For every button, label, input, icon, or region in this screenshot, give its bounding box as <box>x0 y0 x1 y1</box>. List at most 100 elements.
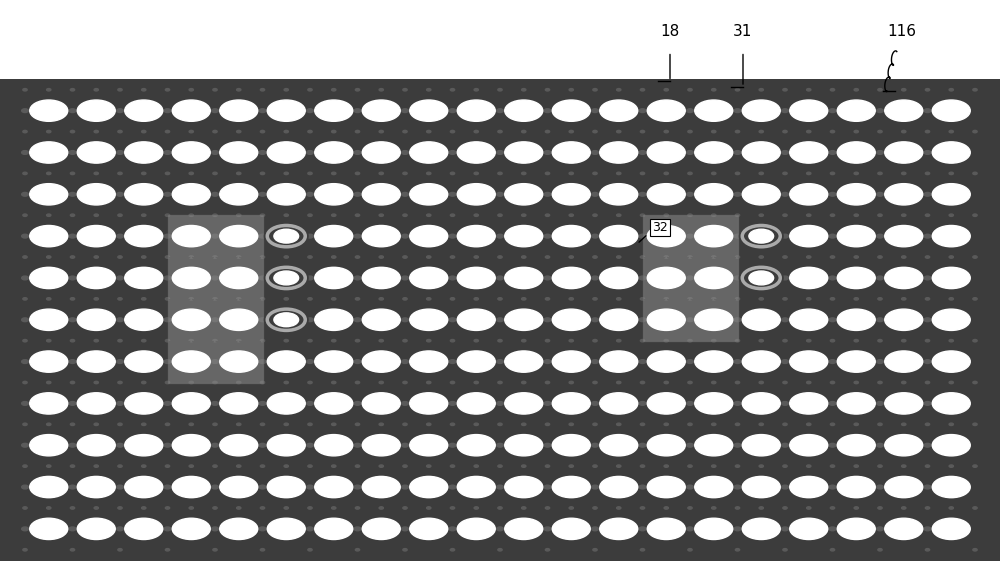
Circle shape <box>593 214 597 217</box>
Circle shape <box>522 423 526 426</box>
Circle shape <box>165 89 170 91</box>
Circle shape <box>877 402 883 405</box>
Circle shape <box>94 465 98 467</box>
Circle shape <box>260 507 265 509</box>
Circle shape <box>315 393 353 414</box>
Circle shape <box>735 465 740 467</box>
Circle shape <box>457 435 495 456</box>
Circle shape <box>403 298 407 300</box>
Circle shape <box>307 192 313 196</box>
Circle shape <box>47 381 51 384</box>
Circle shape <box>829 276 836 280</box>
Circle shape <box>142 130 146 133</box>
Circle shape <box>688 298 692 300</box>
Circle shape <box>544 527 551 531</box>
Circle shape <box>640 339 645 342</box>
Circle shape <box>505 100 543 121</box>
Circle shape <box>69 192 76 196</box>
Circle shape <box>30 183 68 205</box>
Circle shape <box>260 381 265 384</box>
Circle shape <box>267 142 305 163</box>
Circle shape <box>70 214 75 217</box>
Circle shape <box>600 267 638 288</box>
Circle shape <box>220 309 258 330</box>
Circle shape <box>498 214 502 217</box>
Circle shape <box>450 172 455 174</box>
Circle shape <box>403 172 407 174</box>
Circle shape <box>117 276 123 280</box>
Circle shape <box>885 435 923 456</box>
Circle shape <box>878 465 882 467</box>
Circle shape <box>30 435 68 456</box>
Circle shape <box>308 172 312 174</box>
Circle shape <box>783 298 787 300</box>
Circle shape <box>687 443 693 447</box>
Circle shape <box>498 298 502 300</box>
Circle shape <box>362 142 400 163</box>
Circle shape <box>924 109 931 113</box>
Circle shape <box>647 267 685 288</box>
Circle shape <box>307 150 313 154</box>
Circle shape <box>552 476 590 498</box>
Circle shape <box>307 527 313 531</box>
Circle shape <box>640 130 645 133</box>
Circle shape <box>617 298 621 300</box>
Circle shape <box>77 351 115 373</box>
Circle shape <box>932 142 970 163</box>
Circle shape <box>837 100 875 121</box>
Circle shape <box>379 465 383 467</box>
Circle shape <box>925 130 930 133</box>
Circle shape <box>332 172 336 174</box>
Circle shape <box>830 298 835 300</box>
Circle shape <box>600 183 638 205</box>
Circle shape <box>742 309 780 330</box>
Circle shape <box>260 465 265 467</box>
Circle shape <box>498 339 502 342</box>
Circle shape <box>600 393 638 414</box>
Circle shape <box>544 485 551 489</box>
Circle shape <box>498 507 502 509</box>
Circle shape <box>522 172 526 174</box>
Circle shape <box>125 435 163 456</box>
Circle shape <box>220 393 258 414</box>
Circle shape <box>783 256 787 258</box>
Circle shape <box>457 100 495 121</box>
Circle shape <box>284 130 288 133</box>
Circle shape <box>315 518 353 540</box>
Circle shape <box>759 298 763 300</box>
Circle shape <box>735 172 740 174</box>
Circle shape <box>77 142 115 163</box>
Circle shape <box>70 339 75 342</box>
Circle shape <box>973 172 977 174</box>
Circle shape <box>142 298 146 300</box>
Circle shape <box>237 298 241 300</box>
Circle shape <box>308 339 312 342</box>
Circle shape <box>759 339 763 342</box>
Circle shape <box>932 351 970 373</box>
Circle shape <box>403 507 407 509</box>
Circle shape <box>877 360 883 364</box>
Circle shape <box>742 183 780 205</box>
Circle shape <box>498 423 502 426</box>
Circle shape <box>949 507 953 509</box>
Circle shape <box>118 130 122 133</box>
Circle shape <box>427 465 431 467</box>
Circle shape <box>47 423 51 426</box>
Circle shape <box>712 130 716 133</box>
Circle shape <box>600 476 638 498</box>
Circle shape <box>782 234 788 238</box>
Circle shape <box>782 276 788 280</box>
Circle shape <box>593 256 597 258</box>
Circle shape <box>237 130 241 133</box>
Circle shape <box>118 423 122 426</box>
Circle shape <box>220 476 258 498</box>
Circle shape <box>332 89 336 91</box>
Circle shape <box>695 183 733 205</box>
Circle shape <box>783 381 787 384</box>
Circle shape <box>647 142 685 163</box>
Circle shape <box>505 309 543 330</box>
Circle shape <box>837 351 875 373</box>
Circle shape <box>925 89 930 91</box>
Circle shape <box>593 507 597 509</box>
Circle shape <box>189 507 193 509</box>
